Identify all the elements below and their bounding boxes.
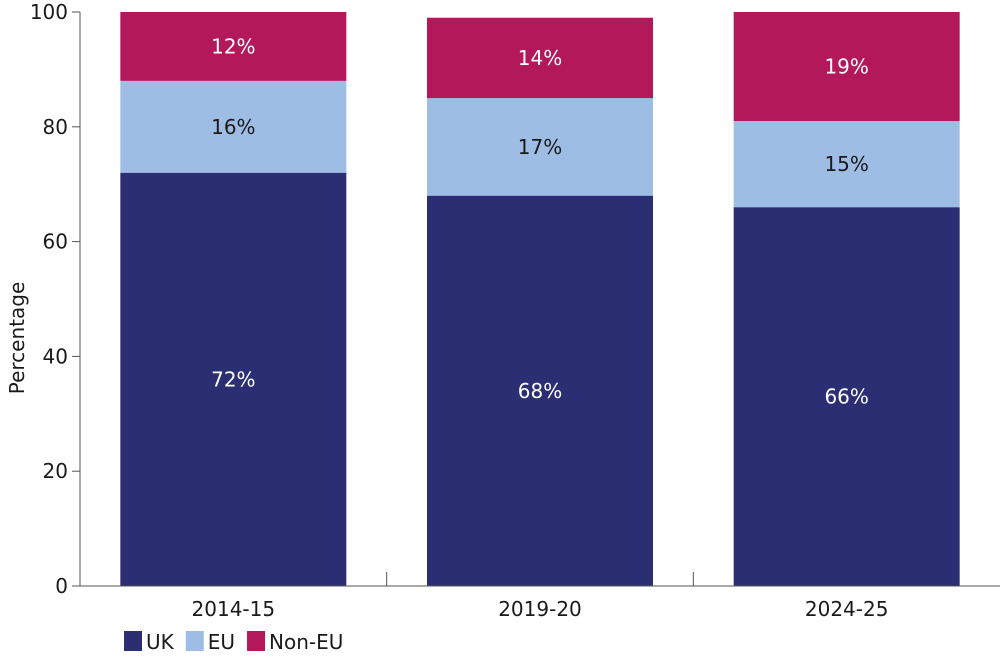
data-label: 17% [518,135,562,159]
x-tick-label: 2014-15 [192,597,276,621]
bar-eu-2014-15 [120,80,347,173]
y-axis-title: Percentage [5,282,29,395]
data-label: 15% [824,152,868,176]
y-tick-label: 60 [43,230,68,254]
data-label: 68% [518,379,562,403]
bar-uk-2014-15 [120,172,347,586]
legend-label-uk: UK [146,630,175,654]
y-ticks-group: 0 20 40 60 80 100 [30,0,80,598]
bar-uk-2019-20 [427,195,653,586]
y-tick-label: 0 [55,574,68,598]
data-label: 16% [211,115,255,139]
data-label: 72% [211,367,255,391]
legend: UK EU Non-EU [124,630,343,654]
data-label: 12% [211,34,255,58]
data-label: 19% [824,55,868,79]
y-tick-label: 40 [43,344,68,368]
x-tick-label: 2019-20 [498,597,582,621]
y-tick-label: 80 [43,115,68,139]
legend-label-non-eu: Non-EU [269,630,343,654]
bars-group: 72% 16% 12% 68% 17% 14% 66% 15% 19% [120,12,960,586]
bar-uk-2024-25 [733,207,960,586]
legend-label-eu: EU [208,630,235,654]
axes-group [79,12,1000,587]
data-label: 66% [824,385,868,409]
y-tick-label: 100 [30,0,68,24]
legend-swatch-non-eu [247,631,266,651]
bar-non-eu-2014-15 [120,12,347,81]
x-tick-label: 2024-25 [805,597,889,621]
bar-eu-2019-20 [427,98,653,196]
bar-non-eu-2019-20 [427,17,653,99]
legend-swatch-eu [185,631,204,651]
bar-non-eu-2024-25 [733,12,960,122]
x-ticks-group: 2014-15 2019-20 2024-25 [192,572,889,621]
bar-eu-2024-25 [733,121,960,208]
y-tick-label: 20 [43,459,68,483]
data-label: 14% [518,46,562,70]
legend-swatch-uk [124,631,142,651]
